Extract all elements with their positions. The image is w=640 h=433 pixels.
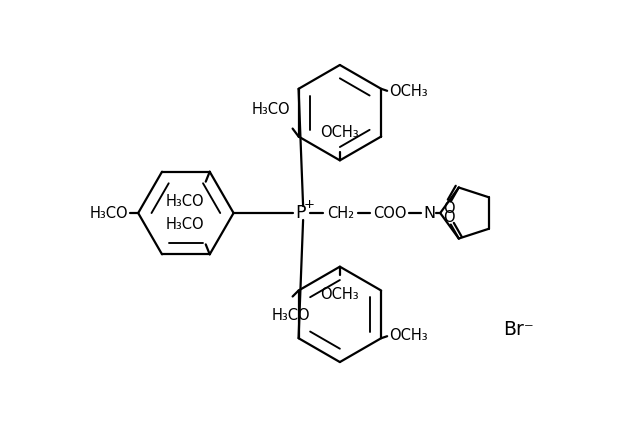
- Text: H₃CO: H₃CO: [252, 102, 291, 116]
- Text: H₃CO: H₃CO: [165, 194, 204, 209]
- Text: +: +: [303, 197, 315, 210]
- Text: O: O: [443, 210, 454, 225]
- Text: CH₂: CH₂: [327, 206, 355, 220]
- Text: Br⁻: Br⁻: [503, 320, 534, 339]
- Text: N: N: [423, 206, 435, 220]
- Text: OCH₃: OCH₃: [389, 328, 428, 343]
- Text: COO: COO: [373, 206, 406, 220]
- Text: O: O: [443, 200, 454, 216]
- Text: OCH₃: OCH₃: [321, 126, 359, 140]
- Text: H₃CO: H₃CO: [90, 206, 128, 220]
- Text: OCH₃: OCH₃: [389, 84, 428, 99]
- Text: H₃CO: H₃CO: [165, 217, 204, 233]
- Text: OCH₃: OCH₃: [321, 287, 359, 301]
- Text: H₃CO: H₃CO: [271, 308, 310, 323]
- Text: P: P: [295, 204, 305, 222]
